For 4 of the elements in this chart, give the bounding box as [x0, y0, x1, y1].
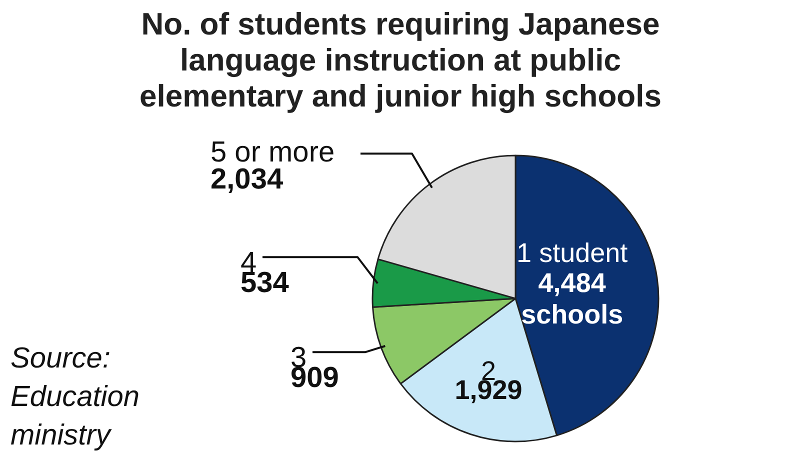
- source-note: Source: Education ministry: [10, 342, 140, 452]
- data-label: 4,484 schools: [521, 268, 624, 330]
- chart-title: No. of students requiring Japanese language instruction at public elementary and junior high schools: [140, 6, 662, 114]
- slice-label: 1 student: [516, 238, 628, 268]
